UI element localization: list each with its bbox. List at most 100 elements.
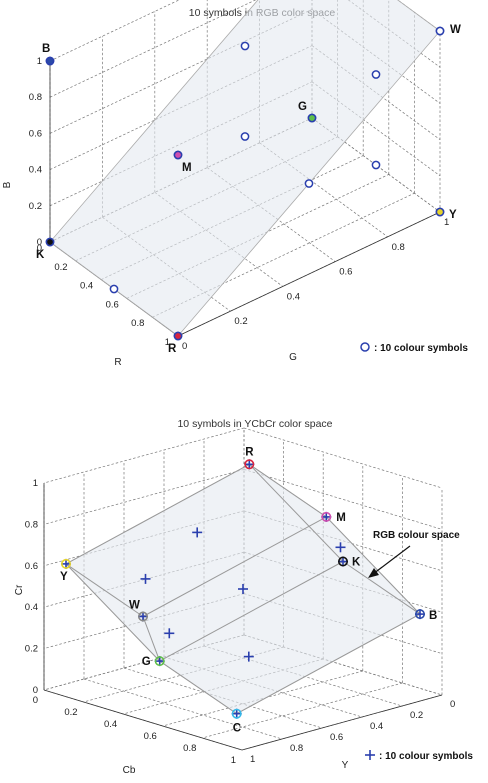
data-point <box>240 132 250 141</box>
vertex-label: M <box>336 512 346 524</box>
vertex-label: W <box>129 600 140 612</box>
data-point <box>371 70 381 79</box>
vertex-label: R <box>245 446 254 458</box>
vertex-labels: R M K B Y W G C <box>60 446 437 734</box>
data-point <box>321 511 332 522</box>
grid-line <box>259 142 388 238</box>
legend: : 10 colour symbols <box>365 750 473 762</box>
rgb-chart: 10 symbols in RGB color space 00.20.40.6… <box>2 0 468 368</box>
tick-label-g: 1 <box>444 217 449 228</box>
tick-labels: 0 0.2 0.4 0.6 0.8 1 0 0.2 0.4 0.6 0.8 1 0 0.2 0.4 0.6 0.… <box>29 56 450 352</box>
grid-line <box>154 192 284 287</box>
grid-line <box>203 645 403 707</box>
data-point <box>154 656 165 667</box>
tick-label-r: 1 <box>165 337 170 348</box>
cube-edge <box>249 463 327 518</box>
tick-label-cb: 0.4 <box>104 719 117 730</box>
tick-label-g: 0.4 <box>287 291 300 302</box>
tick-label-cb: 0.2 <box>64 707 77 718</box>
legend: : 10 colour symbols <box>360 342 468 354</box>
cube-edge <box>65 563 144 617</box>
cube-edge <box>236 613 421 715</box>
data-point <box>244 459 255 470</box>
tick-label-b: 0 <box>37 237 42 248</box>
vertex-label: B <box>429 610 437 622</box>
tick-label-b: 0.8 <box>29 92 42 103</box>
vertex-marker <box>45 56 55 66</box>
grid-line <box>243 469 443 530</box>
cube-edges <box>65 463 421 715</box>
tick-label-g: 0.8 <box>392 242 405 253</box>
grid-line <box>206 167 336 262</box>
axis-label-y: Y <box>342 760 349 771</box>
tick-label-y: 0.2 <box>410 710 423 721</box>
vertex-marker <box>435 26 445 36</box>
axis-label-cr: Cr <box>14 584 25 595</box>
tick-label-cr: 0.4 <box>25 602 38 613</box>
axis-label-r: R <box>114 357 121 368</box>
grid-line <box>243 427 443 489</box>
data-point <box>240 41 250 51</box>
cube-edge <box>325 516 421 615</box>
grid-line <box>49 9 313 134</box>
tick-label-y: 0.6 <box>330 732 343 743</box>
tick-label-y: 1 <box>250 754 255 765</box>
vertex-label: M <box>182 162 192 174</box>
annotation-arrowhead <box>368 568 379 578</box>
cube-edge <box>65 563 161 662</box>
tick-label-r: 0.6 <box>106 299 119 310</box>
data-point <box>231 708 242 719</box>
legend-circle-marker <box>360 342 370 352</box>
tick-label-r: 0.4 <box>80 281 93 292</box>
vertex-marker <box>307 113 317 123</box>
vertex-marker <box>414 609 425 620</box>
cube-edge <box>65 463 250 565</box>
chart-title: 10 symbols in YCbCr color space <box>177 418 332 430</box>
vertex-marker <box>173 150 183 160</box>
data-point <box>415 609 425 620</box>
annotation-label: RGB colour space <box>373 530 460 541</box>
grid-line <box>43 634 245 691</box>
axis-label-cb: Cb <box>123 765 136 776</box>
annotation: RGB colour space <box>368 530 460 578</box>
vertex-label: K <box>36 249 45 261</box>
vertex-marker <box>231 708 242 719</box>
axis-line <box>177 211 441 337</box>
cube-edge <box>342 561 421 615</box>
vertex-marker <box>337 556 348 567</box>
grid-line <box>83 678 283 740</box>
vertex-marker <box>154 656 165 667</box>
tick-label-r: 0 <box>37 243 42 254</box>
data-point <box>243 651 254 662</box>
cube-edge <box>142 516 327 617</box>
annotation-arrow-line <box>372 545 411 575</box>
grid-line <box>311 81 441 177</box>
tick-label-cr: 1 <box>33 478 38 489</box>
axis-line <box>241 694 443 751</box>
cube-edge <box>248 463 344 562</box>
tick-label-y: 0 <box>450 699 455 710</box>
data-point <box>109 284 119 294</box>
diagonal-plane <box>49 0 441 337</box>
vertex-label: K <box>352 557 361 569</box>
grid-line <box>243 634 443 696</box>
cube-edge <box>159 660 237 715</box>
tick-label-g: 0 <box>182 341 187 352</box>
grid-line <box>311 9 441 104</box>
grid-line <box>123 667 323 729</box>
tick-labels: 0 0.2 0.4 0.6 0.8 1 0 0.2 0.4 0.6 0.8 1 0 0.2 0.4 0.6 0.… <box>25 478 456 766</box>
grid-line <box>163 656 363 718</box>
axes-frame <box>43 483 443 751</box>
tick-label-cr: 0.2 <box>25 644 38 655</box>
vertex-label: Y <box>60 571 68 583</box>
grid-line <box>49 0 257 98</box>
grid-line <box>43 427 245 484</box>
grid-line <box>43 469 245 525</box>
vertex-marker <box>321 511 332 522</box>
tick-label-cb: 0.6 <box>144 731 157 742</box>
grid-line <box>202 682 403 739</box>
data-point <box>238 584 248 594</box>
grid-line <box>152 192 415 318</box>
vertex-label: C <box>233 723 241 735</box>
vertex-marker <box>244 459 255 470</box>
